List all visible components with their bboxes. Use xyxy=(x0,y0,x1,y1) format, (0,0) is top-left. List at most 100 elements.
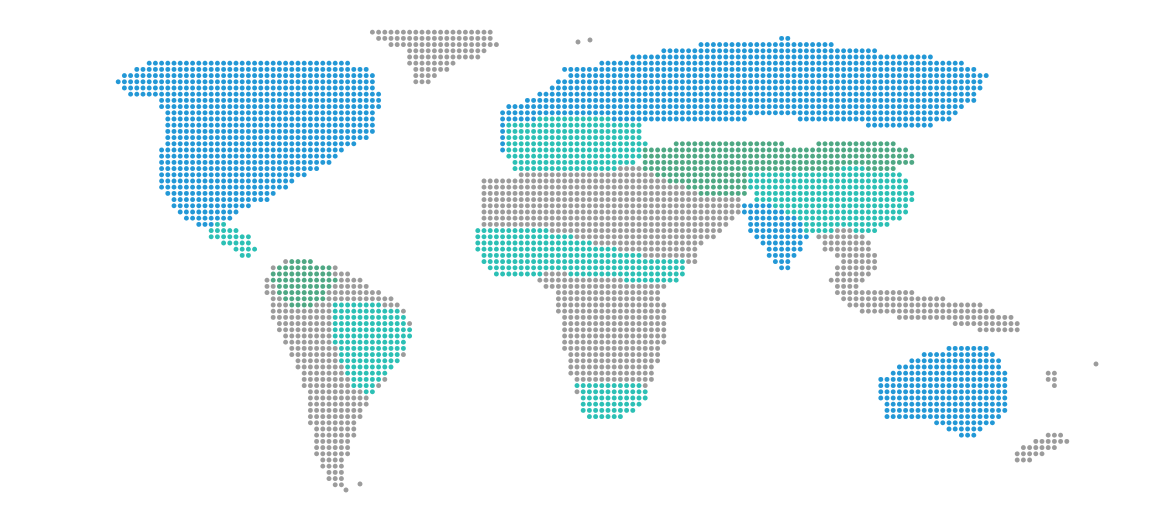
map-dot-north-america xyxy=(227,79,233,85)
map-dot-south-america-south xyxy=(345,383,351,389)
map-dot-north-africa xyxy=(630,184,636,190)
map-dot-central-africa xyxy=(574,302,580,308)
map-dot-north-america xyxy=(152,85,158,91)
map-dot-russia xyxy=(686,97,692,103)
map-dot-india xyxy=(791,240,797,246)
map-dot-europe-north xyxy=(568,85,574,91)
map-dot-indonesia xyxy=(977,302,983,308)
map-dot-north-africa xyxy=(580,178,586,184)
map-dot-north-america xyxy=(270,172,276,178)
map-dot-southern-africa xyxy=(611,401,617,407)
map-dot-greenland xyxy=(469,54,475,60)
map-dot-north-america xyxy=(233,153,239,159)
map-dot-russia xyxy=(717,110,723,116)
map-dot-north-america xyxy=(345,60,351,66)
map-dot-australia xyxy=(884,376,890,382)
map-dot-west-africa xyxy=(648,277,654,283)
map-dot-north-africa xyxy=(549,209,555,215)
map-dot-north-africa xyxy=(605,221,611,227)
map-dot-russia xyxy=(779,60,785,66)
map-dot-north-america xyxy=(332,153,338,159)
map-dot-central-africa xyxy=(655,296,661,302)
map-dot-north-america xyxy=(190,66,196,72)
map-dot-russia xyxy=(754,73,760,79)
map-dot-southern-africa xyxy=(599,389,605,395)
map-dot-north-america xyxy=(202,79,208,85)
map-dot-russia xyxy=(642,79,648,85)
map-dot-greenland xyxy=(425,73,431,79)
map-dot-north-america xyxy=(190,60,196,66)
map-dot-china xyxy=(878,184,884,190)
map-dot-central-asia xyxy=(723,178,729,184)
map-dot-europe-north xyxy=(524,110,530,116)
map-dot-middle-east xyxy=(655,178,661,184)
map-dot-central-asia xyxy=(797,159,803,165)
map-dot-india xyxy=(779,221,785,227)
map-dot-europe-central xyxy=(599,128,605,134)
map-dot-south-america-south xyxy=(332,364,338,370)
map-dot-indonesia xyxy=(989,321,995,327)
map-dot-russia xyxy=(667,54,673,60)
map-dot-north-america xyxy=(214,135,220,141)
map-dot-north-africa xyxy=(537,197,543,203)
map-dot-indonesia xyxy=(958,314,964,320)
map-dot-southeast-asia xyxy=(865,246,871,252)
map-dot-south-america-north xyxy=(314,277,320,283)
map-dot-australia xyxy=(946,395,952,401)
map-dot-central-asia xyxy=(797,147,803,153)
map-dot-north-america xyxy=(171,116,177,122)
map-dot-north-america xyxy=(227,141,233,147)
map-dot-russia xyxy=(729,73,735,79)
map-dot-russia xyxy=(859,116,865,122)
map-dot-russia xyxy=(754,42,760,48)
map-dot-north-america xyxy=(270,110,276,116)
map-dot-australia xyxy=(989,420,995,426)
map-dot-north-america xyxy=(258,172,264,178)
map-dot-greenland xyxy=(444,35,450,41)
map-dot-north-america xyxy=(183,203,189,209)
map-dot-russia xyxy=(847,91,853,97)
map-dot-russia xyxy=(704,91,710,97)
map-dot-north-america xyxy=(338,135,344,141)
map-dot-north-america xyxy=(245,141,251,147)
map-dot-indonesia xyxy=(983,327,989,333)
map-dot-north-africa xyxy=(562,228,568,234)
map-dot-north-africa xyxy=(698,240,704,246)
map-dot-southern-africa xyxy=(636,389,642,395)
map-dot-australia xyxy=(983,395,989,401)
map-dot-south-america-east xyxy=(376,352,382,358)
map-dot-north-america xyxy=(208,166,214,172)
map-dot-north-america xyxy=(177,203,183,209)
map-dot-russia xyxy=(958,97,964,103)
map-dot-north-america xyxy=(208,85,214,91)
map-dot-central-asia xyxy=(642,159,648,165)
map-dot-north-america xyxy=(295,110,301,116)
map-dot-south-america-north xyxy=(295,302,301,308)
map-dot-australia xyxy=(971,358,977,364)
map-dot-china xyxy=(828,178,834,184)
map-dot-middle-east xyxy=(648,178,654,184)
map-dot-russia xyxy=(655,60,661,66)
map-dot-west-africa xyxy=(549,252,555,258)
map-dot-south-america-north xyxy=(283,290,289,296)
map-dot-west-africa xyxy=(673,271,679,277)
map-dot-australia xyxy=(983,401,989,407)
map-dot-central-africa xyxy=(630,302,636,308)
map-dot-russia xyxy=(717,42,723,48)
map-dot-russia xyxy=(859,60,865,66)
map-dot-russia xyxy=(872,91,878,97)
map-dot-russia xyxy=(903,97,909,103)
map-dot-russia xyxy=(810,85,816,91)
map-dot-south-america-south xyxy=(332,370,338,376)
map-dot-central-america xyxy=(245,240,251,246)
map-dot-north-africa xyxy=(506,203,512,209)
map-dot-north-america xyxy=(258,159,264,165)
map-dot-russia xyxy=(878,97,884,103)
map-dot-europe-central xyxy=(599,153,605,159)
map-dot-west-africa xyxy=(506,252,512,258)
map-dot-russia xyxy=(853,48,859,54)
map-dot-europe-north xyxy=(611,110,617,116)
map-dot-north-america xyxy=(283,91,289,97)
map-dot-southern-africa xyxy=(617,395,623,401)
map-dot-central-asia xyxy=(679,159,685,165)
